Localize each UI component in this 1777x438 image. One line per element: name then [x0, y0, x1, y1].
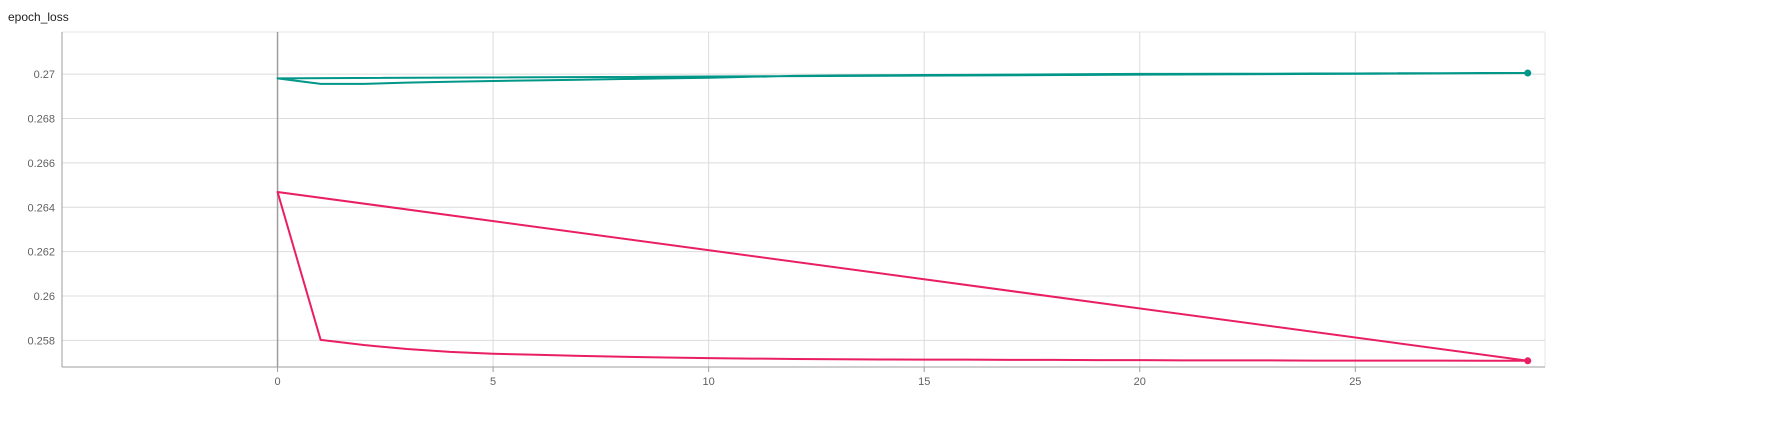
x-tick-label: 15: [918, 376, 930, 388]
series-end-markers: [1524, 69, 1532, 365]
series-end-marker-2: [1524, 357, 1532, 365]
x-tick-label: 10: [703, 376, 715, 388]
x-tick-label: 20: [1134, 376, 1146, 388]
x-tick-label: 0: [274, 376, 280, 388]
x-tick-label: 25: [1349, 376, 1361, 388]
axes: [61, 32, 1545, 372]
grid: [62, 31, 1546, 367]
y-tick-label: 0.266: [27, 158, 55, 170]
y-tick-label: 0.268: [27, 114, 55, 126]
series-lines: [276, 72, 1529, 362]
y-tick-label: 0.258: [27, 335, 55, 347]
y-tick-label: 0.262: [27, 247, 55, 259]
series-line-1: [276, 72, 1529, 85]
x-tick-label: 5: [490, 376, 496, 388]
y-tick-label: 0.26: [34, 291, 55, 303]
chart-title: epoch_loss: [8, 10, 69, 24]
series-end-marker-1: [1524, 69, 1532, 77]
y-tick-label: 0.27: [34, 69, 55, 81]
y-tick-label: 0.264: [27, 202, 55, 214]
tick-labels: 0.258 0.26 0.262 0.264 0.266 0.268 0.27 0 5 10 15 2…: [27, 69, 1361, 388]
series-line-2: [276, 190, 1529, 362]
